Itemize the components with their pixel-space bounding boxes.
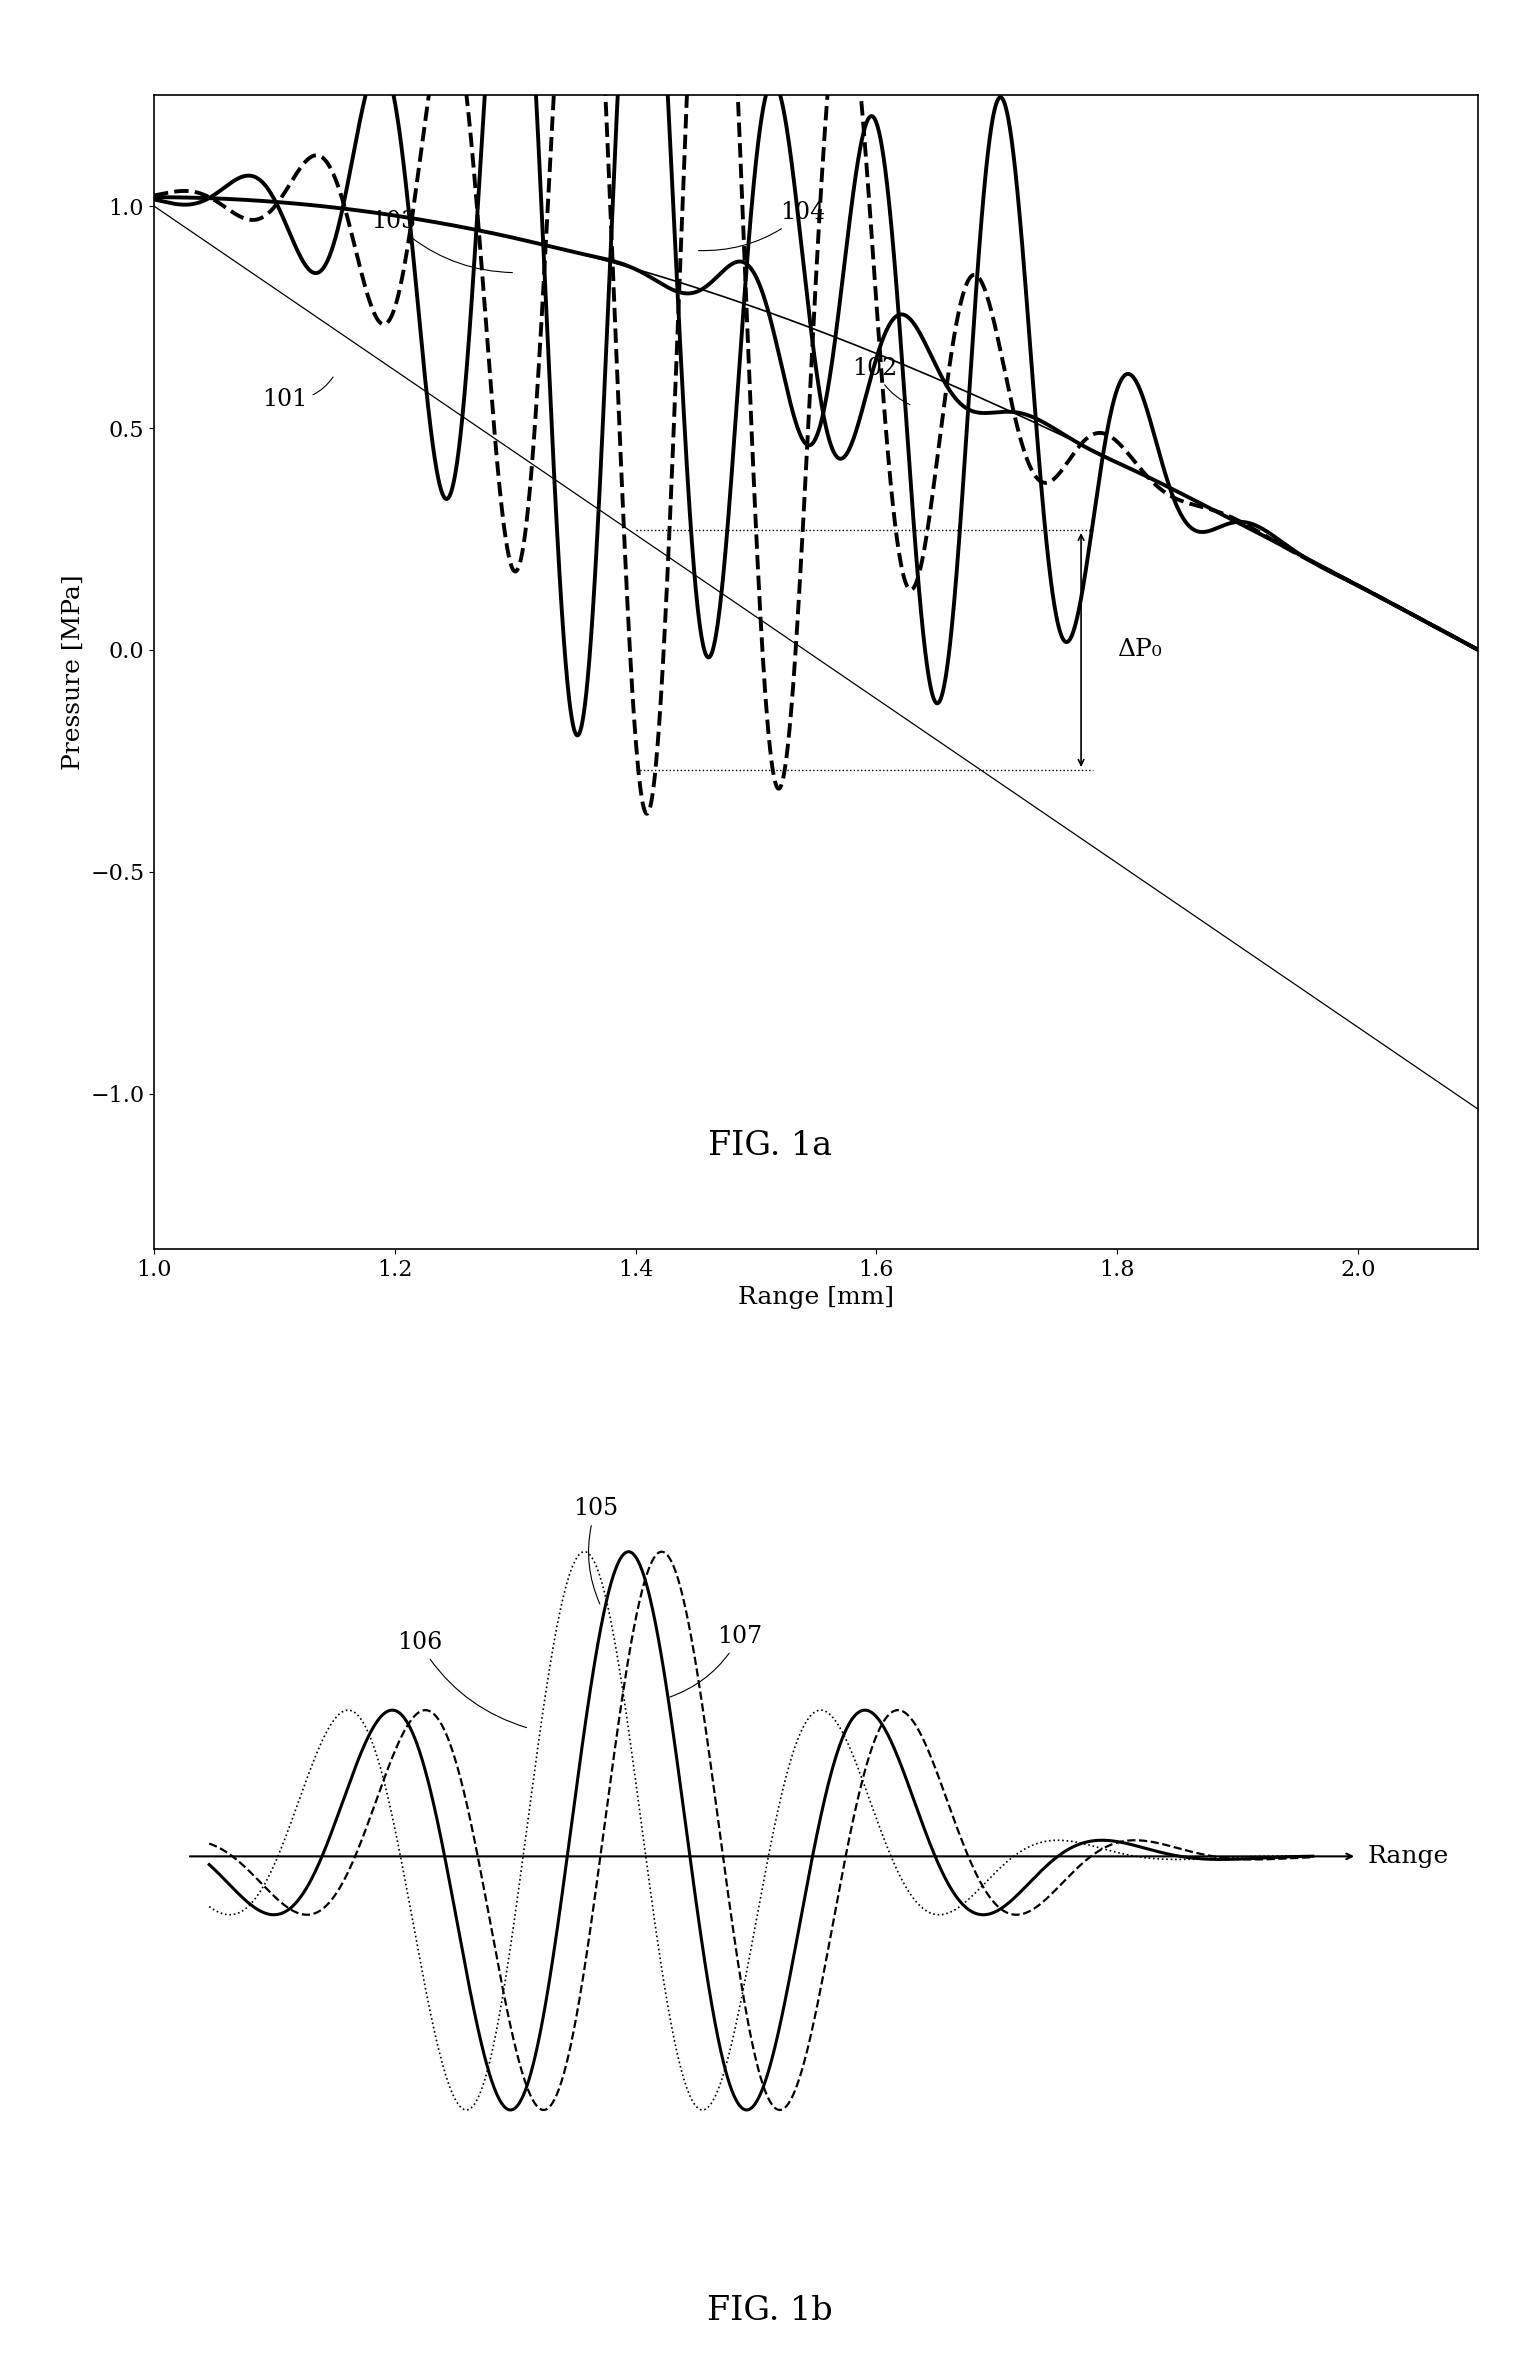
Text: 103: 103: [371, 209, 513, 273]
Text: 105: 105: [573, 1498, 619, 1605]
Y-axis label: Pressure [MPa]: Pressure [MPa]: [62, 575, 85, 770]
Text: FIG. 1a: FIG. 1a: [708, 1130, 832, 1163]
Text: 104: 104: [699, 202, 825, 250]
Text: FIG. 1b: FIG. 1b: [707, 2295, 833, 2328]
Text: ΔP₀: ΔP₀: [1116, 637, 1163, 661]
Text: 106: 106: [397, 1631, 527, 1729]
Text: Range: Range: [1368, 1845, 1449, 1867]
Text: 107: 107: [670, 1624, 762, 1698]
X-axis label: Range [mm]: Range [mm]: [738, 1286, 895, 1310]
Text: 101: 101: [262, 378, 333, 411]
Text: 102: 102: [852, 357, 910, 404]
